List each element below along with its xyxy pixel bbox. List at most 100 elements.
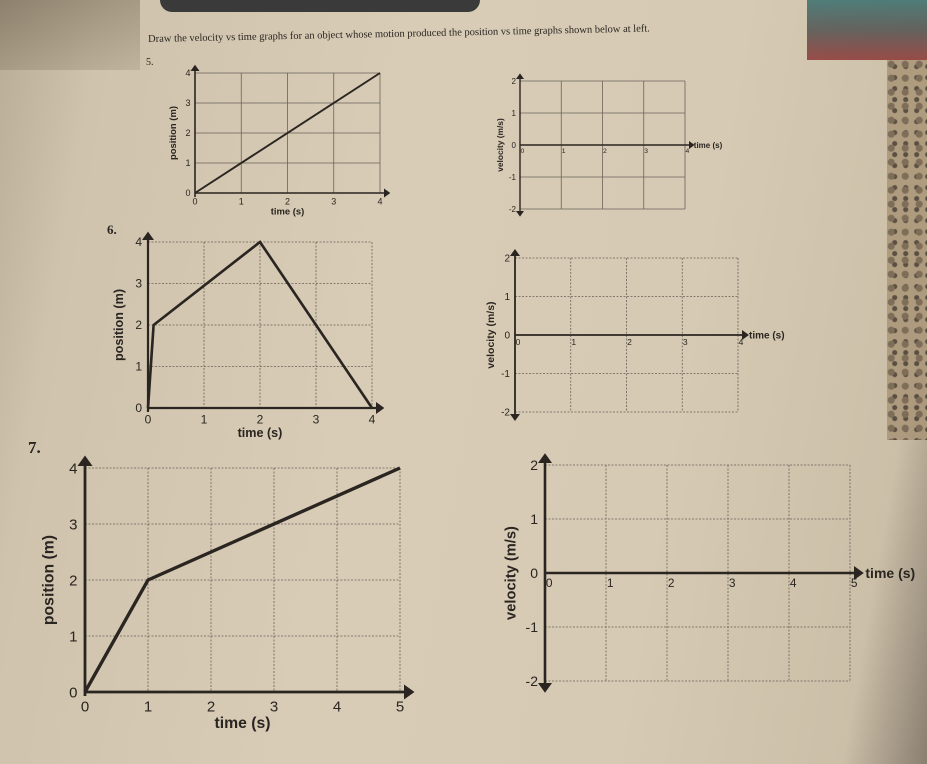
position-line	[83, 466, 401, 693]
y-tick-label: -1	[501, 369, 510, 380]
background-object	[160, 0, 480, 12]
y-axis-label: position (m)	[41, 535, 58, 625]
x-axis-label: time (s)	[238, 426, 283, 440]
granite-counter	[887, 60, 927, 440]
x-axis-label: time (s)	[214, 715, 270, 732]
problem-number-5: 5.	[146, 57, 154, 68]
x-tick-label: 2	[207, 699, 215, 716]
y-axis-arrow	[538, 453, 552, 463]
y-tick-label: -1	[526, 619, 539, 635]
y-axis-label: velocity (m/s)	[495, 118, 505, 172]
chart-1-position: 0 1 2 3 4 0 1 2 3 4 time (s) position (m)	[168, 64, 391, 218]
y-tick-label: 2	[69, 572, 77, 589]
x-tick-label: 5	[851, 576, 858, 590]
x-tick-label: 4	[686, 148, 690, 155]
x-tick-label: 0	[546, 576, 553, 590]
chart-6-velocity: 0 1 2 3 4 5 -2 -1 0 1 2 time (s) velocity (m/s)	[504, 453, 915, 693]
y-tick-label: 2	[512, 77, 517, 86]
y-tick-label: 0	[69, 684, 77, 701]
y-tick-label: 0	[504, 331, 510, 342]
y-tick-label: 2	[135, 318, 142, 332]
y-axis-arrow-down	[538, 683, 552, 693]
x-tick-label: 4	[790, 576, 797, 590]
x-tick-label: 0	[516, 337, 521, 347]
x-tick-label: 3	[331, 197, 336, 207]
x-tick-label: 0	[145, 413, 152, 427]
chart-5-position: 0 1 2 3 4 5 0 1 2 3 4 time (s) position (m)	[41, 455, 415, 732]
problem-number-6: 6.	[107, 222, 117, 237]
y-tick-label: 3	[135, 277, 142, 291]
x-tick-label: 5	[396, 699, 404, 716]
chart-3-position: 0 1 2 3 4 0 1 2 3 4 time (s) position (m)	[112, 231, 385, 440]
y-tick-label: 3	[69, 516, 77, 533]
x-axis-label: time (s)	[865, 565, 915, 581]
x-tick-label: 3	[644, 148, 648, 155]
desk-background	[0, 0, 140, 70]
x-axis-label: time (s)	[271, 207, 305, 218]
y-tick-label: 2	[530, 457, 538, 473]
position-line	[146, 240, 374, 409]
problem-number-7: 7.	[28, 438, 41, 457]
position-line	[194, 72, 381, 194]
y-axis-arrow	[77, 455, 93, 466]
x-tick-label: 4	[333, 699, 341, 716]
y-tick-label: 0	[512, 141, 517, 150]
y-tick-label: 1	[69, 628, 77, 645]
x-tick-label: 0	[192, 197, 197, 207]
y-tick-label: 1	[504, 292, 510, 303]
y-tick-label: 4	[185, 68, 190, 78]
y-tick-label: 1	[135, 360, 142, 374]
x-tick-label: 1	[607, 576, 614, 590]
y-tick-label: 1	[512, 109, 517, 118]
y-axis-label: position (m)	[112, 289, 126, 361]
y-axis-label: position (m)	[168, 106, 179, 160]
x-tick-label: 0	[81, 699, 89, 716]
x-tick-label: 4	[739, 337, 744, 347]
y-axis-arrow	[190, 64, 200, 71]
y-tick-label: -2	[501, 408, 510, 419]
books-background	[807, 0, 927, 60]
x-tick-label: 3	[270, 699, 278, 716]
x-tick-label: 4	[377, 197, 382, 207]
x-axis-arrow	[404, 684, 415, 700]
x-axis-arrow	[742, 330, 749, 340]
chart-2-velocity: 0 1 2 3 4 -2 -1 0 1 2 time (s) velocity (m/s)	[495, 73, 723, 217]
y-tick-label: 2	[504, 254, 510, 265]
x-tick-label: 2	[668, 576, 675, 590]
y-tick-label: -1	[509, 173, 517, 182]
x-axis-arrow	[384, 188, 391, 198]
x-tick-label: 1	[144, 699, 152, 716]
y-axis-arrow-down	[510, 414, 520, 421]
chart-4-velocity: 0 1 2 3 4 -2 -1 0 1 2 time (s) velocity (m/s)	[485, 249, 785, 421]
y-tick-label: 4	[135, 235, 142, 249]
y-tick-label: 3	[185, 98, 190, 108]
y-tick-label: 4	[69, 460, 77, 477]
x-tick-label: 1	[562, 148, 566, 155]
x-tick-label: 3	[729, 576, 736, 590]
x-tick-label: 1	[571, 337, 576, 347]
x-tick-label: 2	[603, 148, 607, 155]
y-tick-label: 0	[135, 401, 142, 415]
x-tick-label: 3	[683, 337, 688, 347]
x-axis-arrow	[689, 141, 695, 149]
y-tick-label: 0	[530, 565, 538, 581]
x-axis-arrow	[854, 566, 864, 580]
y-axis-arrow	[510, 249, 520, 256]
x-tick-label: 2	[627, 337, 632, 347]
y-tick-label: -2	[509, 205, 517, 214]
x-tick-label: 1	[239, 197, 244, 207]
x-tick-label: 0	[521, 148, 525, 155]
x-tick-label: 2	[285, 197, 290, 207]
y-axis-label: velocity (m/s)	[485, 301, 497, 368]
x-axis-arrow	[376, 402, 385, 414]
y-tick-label: 2	[185, 128, 190, 138]
y-tick-label: 1	[185, 158, 190, 168]
y-tick-label: -2	[526, 673, 539, 689]
x-tick-label: 3	[313, 413, 320, 427]
y-axis-label: velocity (m/s)	[504, 526, 520, 620]
x-axis-label: time (s)	[749, 331, 785, 342]
y-axis-arrow	[142, 231, 154, 240]
x-tick-label: 4	[369, 413, 376, 427]
y-axis-arrow	[516, 73, 524, 79]
